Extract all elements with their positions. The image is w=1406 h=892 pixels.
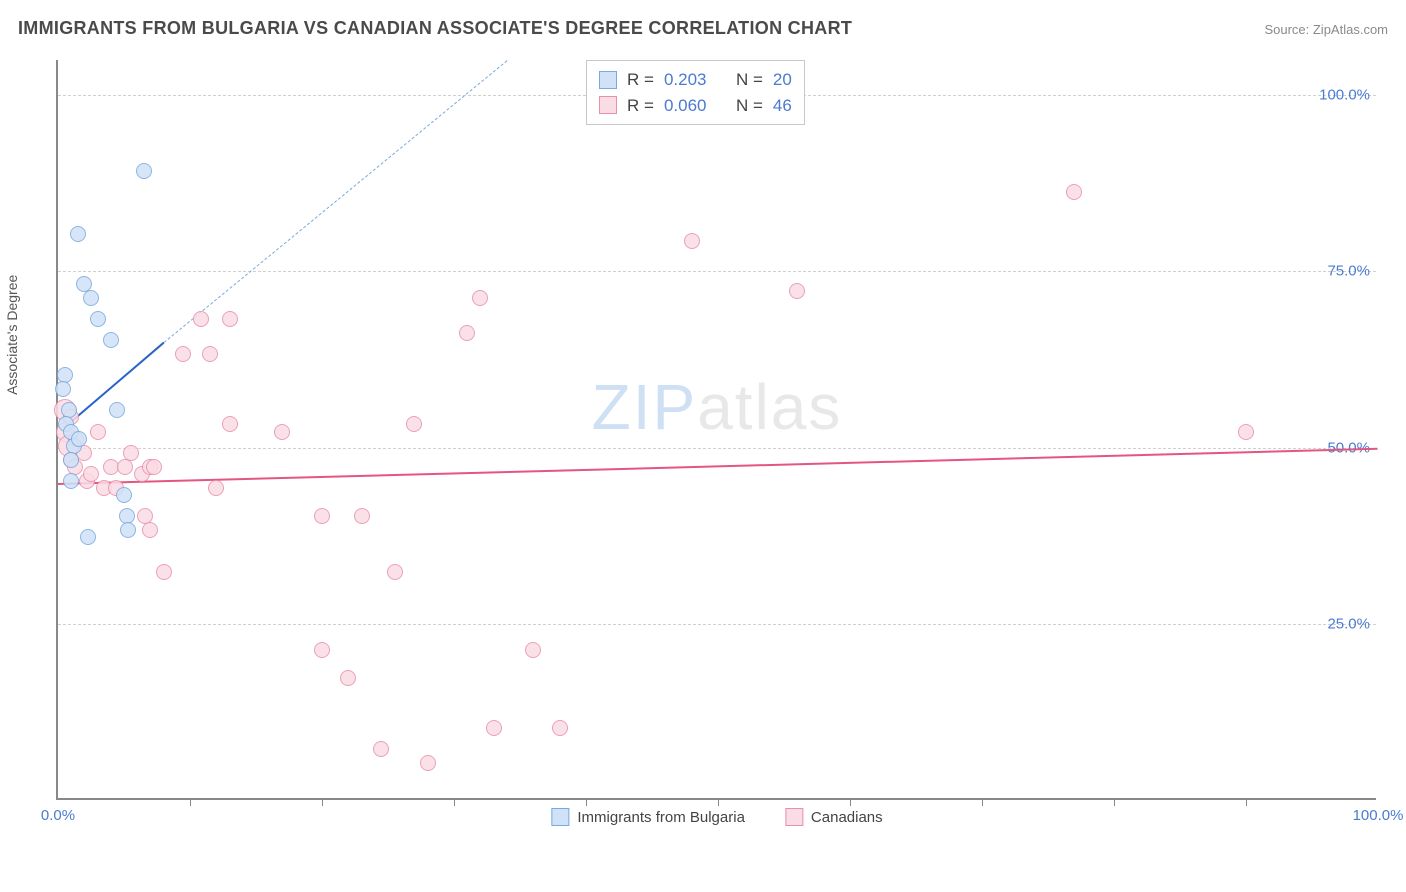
stats-legend: R = 0.203 N = 20 R = 0.060 N = 46	[586, 60, 805, 125]
stat-n-label: N =	[736, 93, 763, 119]
data-point	[222, 311, 238, 327]
data-point	[208, 480, 224, 496]
legend-item: Immigrants from Bulgaria	[551, 808, 745, 826]
data-point	[373, 741, 389, 757]
data-point	[420, 755, 436, 771]
data-point	[387, 564, 403, 580]
plot-region: ZIPatlas 25.0%50.0%75.0%100.0%0.0%100.0%…	[56, 60, 1376, 800]
data-point	[175, 346, 191, 362]
y-tick-label: 25.0%	[1327, 615, 1370, 632]
watermark: ZIPatlas	[592, 370, 843, 444]
data-point	[789, 283, 805, 299]
data-point	[120, 522, 136, 538]
x-tick-label: 0.0%	[41, 807, 75, 824]
data-point	[1238, 424, 1254, 440]
header: IMMIGRANTS FROM BULGARIA VS CANADIAN ASS…	[18, 18, 1388, 39]
data-point	[354, 508, 370, 524]
chart-area: Associate's Degree ZIPatlas 25.0%50.0%75…	[18, 52, 1388, 842]
data-point	[459, 325, 475, 341]
series-swatch	[599, 96, 617, 114]
data-point	[486, 720, 502, 736]
data-point	[117, 459, 133, 475]
series-swatch	[599, 71, 617, 89]
x-tick	[1114, 798, 1115, 806]
gridline	[58, 271, 1376, 272]
gridline	[58, 624, 1376, 625]
legend-label: Canadians	[811, 809, 883, 826]
data-point	[552, 720, 568, 736]
gridline	[58, 448, 1376, 449]
data-point	[146, 459, 162, 475]
data-point	[55, 381, 71, 397]
data-point	[90, 424, 106, 440]
legend-label: Immigrants from Bulgaria	[577, 809, 745, 826]
data-point	[1066, 184, 1082, 200]
data-point	[90, 311, 106, 327]
stats-row: R = 0.060 N = 46	[599, 93, 792, 119]
stat-r-label: R =	[627, 67, 654, 93]
data-point	[71, 431, 87, 447]
legend-item: Canadians	[785, 808, 883, 826]
data-point	[314, 508, 330, 524]
x-tick	[454, 798, 455, 806]
chart-title: IMMIGRANTS FROM BULGARIA VS CANADIAN ASS…	[18, 18, 852, 39]
data-point	[142, 522, 158, 538]
data-point	[406, 416, 422, 432]
data-point	[116, 487, 132, 503]
data-point	[525, 642, 541, 658]
data-point	[274, 424, 290, 440]
y-tick-label: 100.0%	[1319, 87, 1370, 104]
data-point	[472, 290, 488, 306]
data-point	[83, 466, 99, 482]
data-point	[222, 416, 238, 432]
source-label: Source: ZipAtlas.com	[1264, 22, 1388, 37]
data-point	[202, 346, 218, 362]
data-point	[314, 642, 330, 658]
bottom-legend: Immigrants from Bulgaria Canadians	[551, 808, 882, 826]
stat-r-value: 0.060	[664, 93, 707, 119]
stat-n-value: 20	[773, 67, 792, 93]
x-tick	[718, 798, 719, 806]
x-tick	[1246, 798, 1247, 806]
stat-r-value: 0.203	[664, 67, 707, 93]
data-point	[63, 452, 79, 468]
data-point	[109, 402, 125, 418]
legend-swatch	[785, 808, 803, 826]
y-axis-label: Associate's Degree	[4, 275, 20, 395]
data-point	[123, 445, 139, 461]
x-tick	[190, 798, 191, 806]
trend-line	[58, 448, 1378, 485]
data-point	[103, 332, 119, 348]
data-point	[83, 290, 99, 306]
data-point	[156, 564, 172, 580]
legend-swatch	[551, 808, 569, 826]
x-tick	[850, 798, 851, 806]
stat-n-value: 46	[773, 93, 792, 119]
data-point	[70, 226, 86, 242]
stats-row: R = 0.203 N = 20	[599, 67, 792, 93]
stat-n-label: N =	[736, 67, 763, 93]
stat-r-label: R =	[627, 93, 654, 119]
data-point	[193, 311, 209, 327]
data-point	[80, 529, 96, 545]
x-tick-label: 100.0%	[1353, 807, 1404, 824]
x-tick	[982, 798, 983, 806]
data-point	[63, 473, 79, 489]
x-tick	[322, 798, 323, 806]
data-point	[136, 163, 152, 179]
trend-line	[163, 60, 507, 343]
x-tick	[586, 798, 587, 806]
y-tick-label: 75.0%	[1327, 263, 1370, 280]
data-point	[340, 670, 356, 686]
data-point	[684, 233, 700, 249]
